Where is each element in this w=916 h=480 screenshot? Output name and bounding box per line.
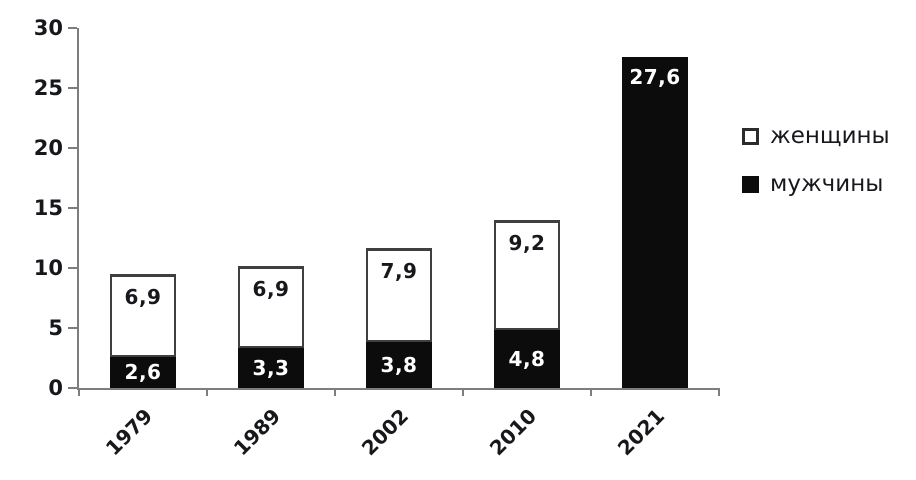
y-axis-tick (68, 387, 77, 389)
bar-value-label: 7,9 (380, 258, 418, 283)
x-axis-tick (334, 388, 336, 396)
bar-segment-women-2010: 9,2 (494, 220, 560, 331)
legend-item-women: женщины (742, 124, 890, 148)
bar-value-label: 9,2 (508, 231, 546, 256)
men-swatch-icon (742, 175, 759, 193)
x-axis-category-label: 2021 (612, 403, 670, 461)
women-swatch-icon (742, 127, 759, 145)
x-axis-category-label: 1989 (228, 403, 286, 461)
plot-area: 0 5 10 15 20 25 30 2,6 6,9 1979 3,3 6,9 1989 3,8 7,9 20… (34, 16, 720, 460)
bar-value-label: 3,8 (380, 353, 418, 378)
y-axis-tick (68, 207, 77, 209)
y-axis-tick-label: 20 (33, 136, 63, 160)
bar-value-label: 6,9 (252, 276, 290, 301)
x-axis-tick (718, 388, 720, 396)
x-axis-tick (462, 388, 464, 396)
bar-segment-women-1989: 6,9 (238, 265, 304, 349)
bar-segment-men-2010: 4,8 (494, 330, 560, 388)
bar-value-label: 3,3 (252, 356, 290, 381)
bar-segment-women-2002: 7,9 (366, 247, 432, 343)
bar-value-label: 6,9 (124, 285, 162, 310)
y-axis-tick-label: 5 (48, 316, 63, 340)
x-axis-category-label: 2010 (484, 403, 542, 461)
bar-2021: 27,6 (622, 56, 688, 388)
bar-segment-women-1979: 6,9 (110, 274, 176, 357)
bar-1979: 2,6 6,9 (110, 274, 176, 388)
y-axis-tick-label: 30 (33, 16, 63, 40)
x-axis-tick (78, 388, 80, 396)
y-axis-tick-label: 25 (33, 76, 63, 100)
bar-segment-men-2002: 3,8 (366, 342, 432, 388)
legend-label-men: мужчины (770, 171, 884, 197)
bar-segment-men-1989: 3,3 (238, 348, 304, 388)
bar-segment-men-2021: 27,6 (622, 56, 688, 388)
bar-value-label: 4,8 (508, 347, 546, 372)
y-axis-tick-label: 15 (33, 196, 63, 220)
legend-item-men: мужчины (742, 172, 890, 196)
bar-segment-men-1979: 2,6 (110, 356, 176, 388)
y-axis-tick (68, 147, 77, 149)
bar-1989: 3,3 6,9 (238, 265, 304, 388)
x-axis-category-label: 2002 (356, 403, 414, 461)
y-axis-tick-label: 10 (33, 256, 63, 280)
y-axis-tick (68, 27, 77, 29)
x-axis-tick (206, 388, 208, 396)
y-axis-tick (68, 87, 77, 89)
y-axis-tick (68, 267, 77, 269)
bar-2002: 3,8 7,9 (366, 247, 432, 388)
x-axis-tick (590, 388, 592, 396)
y-axis-tick-label: 0 (48, 376, 63, 400)
bar-value-label: 2,6 (124, 360, 162, 385)
legend-label-women: женщины (770, 123, 890, 149)
bar-2010: 4,8 9,2 (494, 220, 560, 388)
x-axis-category-label: 1979 (100, 403, 158, 461)
y-axis-tick (68, 327, 77, 329)
legend: женщины мужчины (742, 124, 890, 196)
bar-value-label: 27,6 (629, 64, 681, 89)
